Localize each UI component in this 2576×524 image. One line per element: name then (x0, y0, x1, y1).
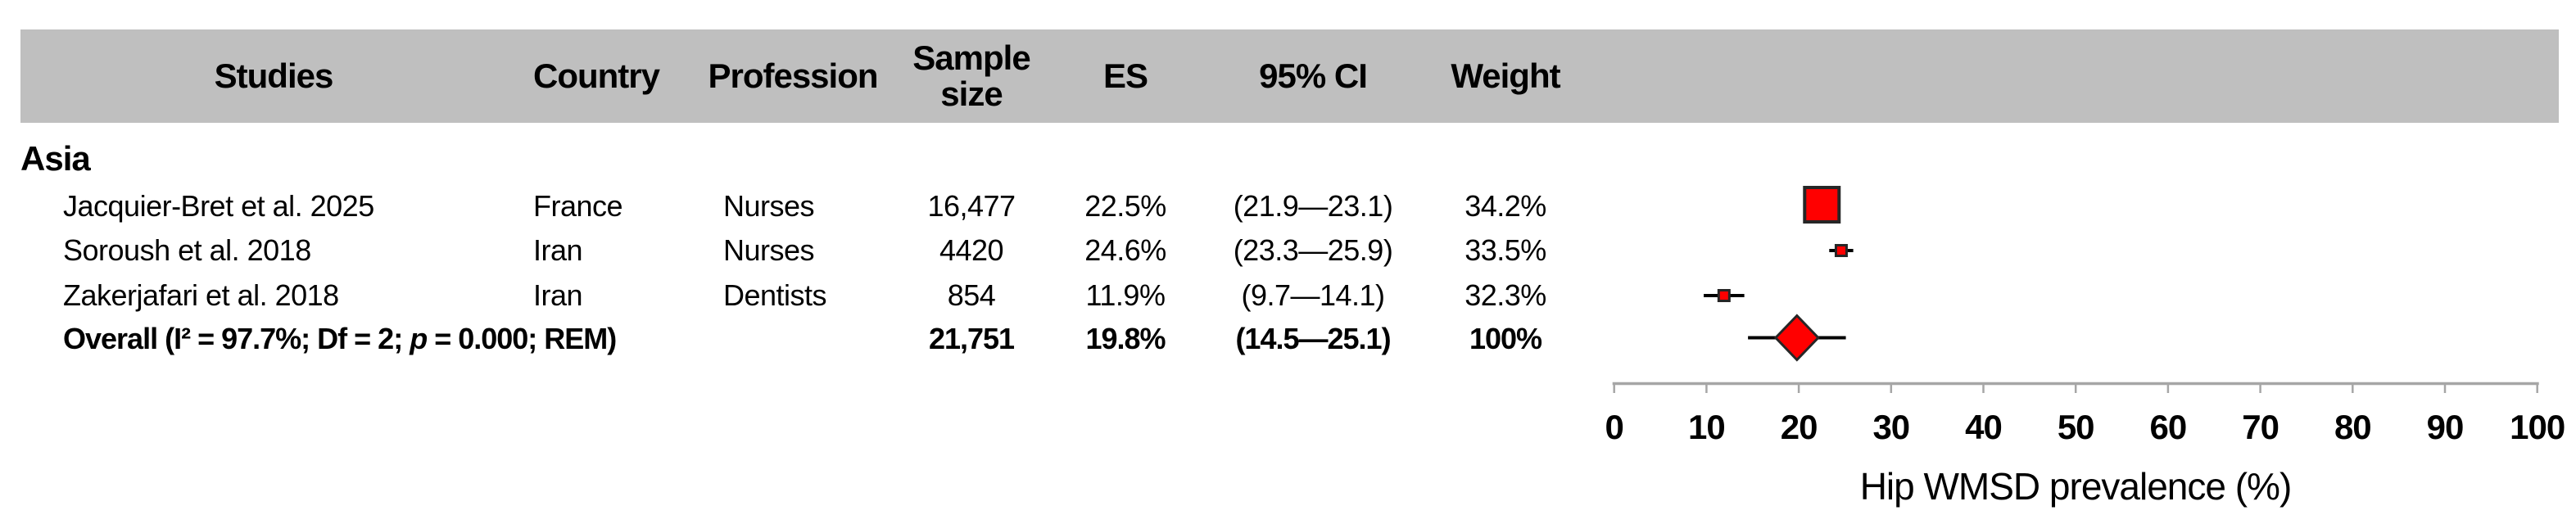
profession-cell: Nurses (723, 233, 815, 267)
x-axis-tick-label: 10 (1688, 408, 1725, 446)
forest-markers (1704, 186, 1854, 362)
es-box (1717, 289, 1731, 302)
overall-label: Overall (I² = 97.7%; Df = 2; p = 0.000; … (63, 322, 617, 355)
x-axis-tick-label: 70 (2242, 408, 2279, 446)
ci-cell: (23.3—25.9) (1233, 233, 1393, 267)
x-axis-tick-label: 80 (2334, 408, 2371, 446)
col-header-es: ES (1102, 56, 1148, 95)
overall-sample-size-cell: 21,751 (928, 322, 1015, 355)
x-axis-tick-label: 50 (2058, 408, 2094, 446)
col-header-sample-line2: size (940, 75, 1003, 113)
x-axis: 0 10 20 30 40 50 60 70 80 90 100 (1605, 382, 2565, 446)
weight-cell: 34.2% (1465, 189, 1546, 223)
sample-size-cell: 16,477 (927, 189, 1016, 223)
col-header-profession: Profession (708, 56, 878, 95)
table-header-bar: Studies Country Profession Sample size E… (20, 29, 2559, 123)
x-axis-tick-label: 30 (1872, 408, 1909, 446)
x-axis-tick-label: 40 (1965, 408, 2002, 446)
es-cell: 22.5% (1084, 189, 1166, 223)
country-cell: Iran (533, 233, 583, 267)
sample-size-cell: 4420 (939, 233, 1004, 267)
col-header-sample-size: Sample size (912, 38, 1030, 113)
es-cell: 11.9% (1085, 278, 1166, 312)
sample-size-cell: 854 (947, 278, 996, 312)
overall-diamond (1773, 314, 1820, 362)
profession-cell: Dentists (723, 278, 827, 312)
country-cell: France (533, 189, 623, 223)
es-box (1803, 186, 1841, 224)
col-header-95ci: 95% CI (1259, 56, 1368, 95)
x-axis-tick-label: 100 (2510, 408, 2565, 446)
profession-cell: Nurses (723, 189, 815, 223)
overall-es-cell: 19.8% (1085, 322, 1166, 355)
group-label-asia: Asia (20, 139, 91, 178)
x-axis-tick-label: 90 (2427, 408, 2464, 446)
x-axis-title: Hip WMSD prevalence (%) (1860, 465, 2292, 508)
col-header-sample-line1: Sample (912, 38, 1030, 77)
col-header-weight: Weight (1451, 56, 1560, 95)
country-cell: Iran (533, 278, 583, 312)
study-name: Soroush et al. 2018 (63, 233, 311, 267)
x-axis-tick-label: 60 (2150, 408, 2187, 446)
ci-cell: (9.7—14.1) (1241, 278, 1385, 312)
ci-cell: (21.9—23.1) (1233, 189, 1393, 223)
weight-cell: 32.3% (1465, 278, 1546, 312)
overall-weight-cell: 100% (1469, 322, 1542, 355)
weight-cell: 33.5% (1465, 233, 1546, 267)
x-axis-tick-label: 20 (1781, 408, 1818, 446)
overall-ci-cell: (14.5—25.1) (1235, 322, 1391, 355)
es-cell: 24.6% (1084, 233, 1166, 267)
study-name: Jacquier-Bret et al. 2025 (63, 189, 374, 223)
es-box (1834, 244, 1848, 257)
x-axis-tick-label: 0 (1605, 408, 1623, 446)
col-header-studies: Studies (214, 56, 334, 95)
col-header-country: Country (533, 56, 660, 95)
study-name: Zakerjafari et al. 2018 (63, 278, 339, 312)
